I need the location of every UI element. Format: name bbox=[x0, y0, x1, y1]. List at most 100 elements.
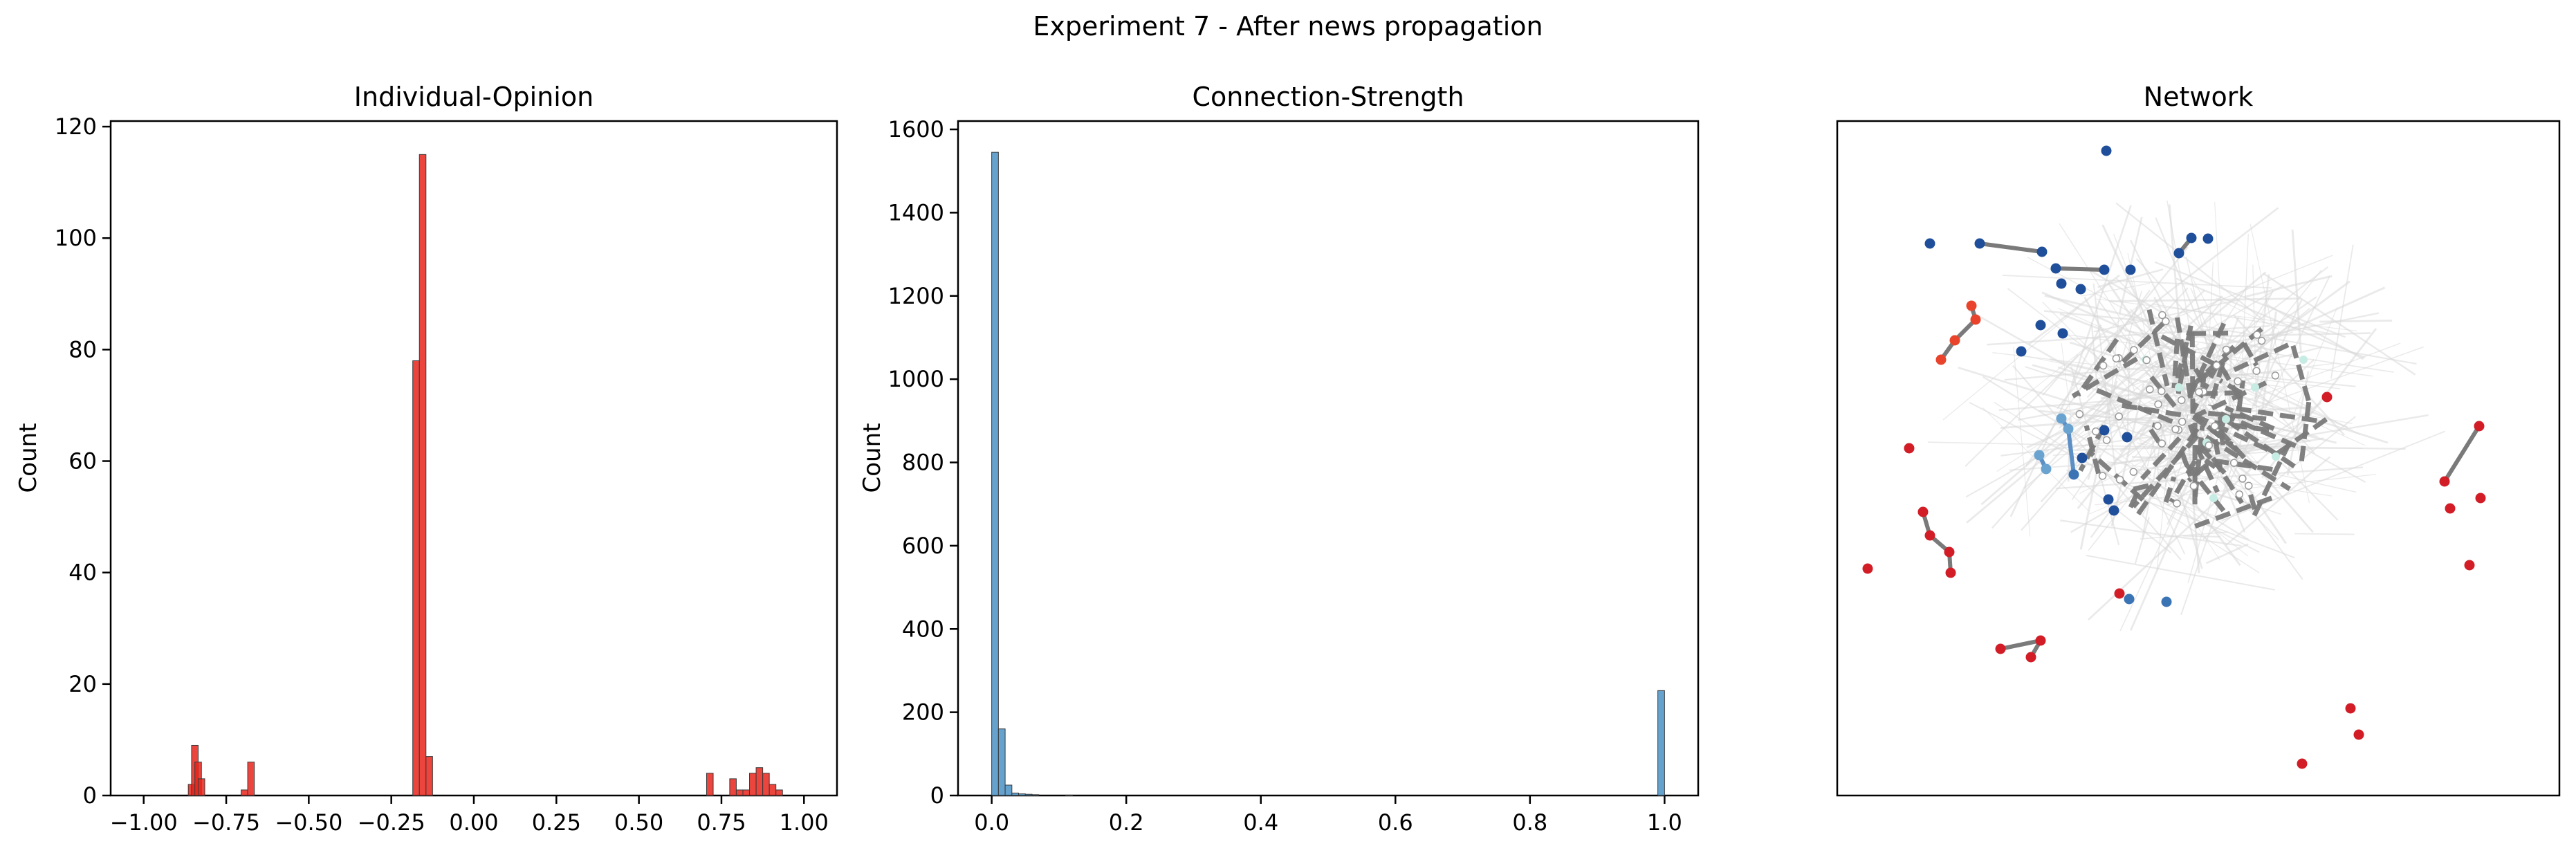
connection-x-ticks: 0.0 0.2 0.4 0.6 0.8 1.0 bbox=[974, 796, 1682, 836]
network-node-12 bbox=[2016, 346, 2027, 357]
connection-x-tick-label-5: 1.0 bbox=[1647, 809, 1682, 836]
network-faint-edge-166 bbox=[2126, 432, 2255, 494]
opinion-bar-9 bbox=[706, 773, 714, 796]
network-strong-edge-3 bbox=[2204, 458, 2217, 470]
network-strong-edge-48 bbox=[2174, 313, 2193, 399]
network-faint-edge-216 bbox=[2142, 499, 2295, 559]
opinion-x-ticks: −1.00 −0.75 −0.50 −0.25 0.00 0.25 0.50 0.75 1.00 bbox=[110, 796, 829, 836]
network-node-18 bbox=[1935, 354, 1947, 365]
opinion-bar-17 bbox=[775, 789, 783, 796]
network-strong-edge-0 bbox=[2272, 417, 2328, 458]
network-faint-edge-209 bbox=[2152, 303, 2330, 334]
network-node-34 bbox=[2439, 476, 2450, 487]
network-node-31 bbox=[2321, 392, 2333, 403]
network-node-9 bbox=[2202, 233, 2214, 244]
network-node-24 bbox=[2056, 413, 2067, 424]
network-core-node-35 bbox=[2212, 361, 2221, 369]
connection-bar-3 bbox=[1011, 792, 1020, 796]
network-node-8 bbox=[2186, 232, 2197, 243]
network-node-49 bbox=[2297, 758, 2308, 769]
connection-y-tick-label-4: 800 bbox=[902, 450, 944, 476]
network-strong-edge-41 bbox=[2184, 322, 2227, 405]
network-strong-edge-10 bbox=[2076, 338, 2119, 397]
network-nodes bbox=[1862, 145, 2486, 769]
network-strong-edge-43 bbox=[2188, 495, 2273, 531]
network-core-node-32 bbox=[2229, 459, 2238, 467]
network-core-node-20 bbox=[2130, 346, 2138, 354]
opinion-x-tick-label-3: −0.25 bbox=[358, 809, 425, 836]
network-node-46 bbox=[2025, 652, 2036, 663]
network-faint-edge-235 bbox=[2129, 463, 2205, 631]
network-faint-edge-242 bbox=[2191, 277, 2246, 376]
network-node-27 bbox=[2103, 494, 2114, 505]
network-strong-edge-18 bbox=[2087, 450, 2145, 502]
network-faint-edge-248 bbox=[1942, 306, 2079, 421]
connection-y-tick-label-5: 1000 bbox=[888, 366, 944, 392]
network-node-32 bbox=[2474, 421, 2485, 432]
network-strong-edge-49 bbox=[2131, 434, 2200, 508]
opinion-x-tick-label-7: 0.75 bbox=[697, 809, 746, 836]
network-faint-edge-7 bbox=[2134, 517, 2150, 564]
network-strong-edge-7 bbox=[2189, 332, 2196, 415]
connection-y-tick-label-6: 1200 bbox=[888, 283, 944, 309]
connection-y-tick-label-2: 400 bbox=[902, 616, 944, 642]
network-core-node-19 bbox=[2238, 475, 2247, 483]
network-core-node-14 bbox=[2112, 354, 2121, 362]
network-faint-edge-29 bbox=[2330, 244, 2354, 379]
network-node-56 bbox=[2299, 356, 2308, 364]
network-strong-edge-31 bbox=[2171, 338, 2180, 389]
network-core-node-24 bbox=[2162, 317, 2170, 326]
connection-histogram-panel: Connection-Strength Count 0.0 0.2 0.4 0.6 0.… bbox=[858, 82, 1700, 836]
network-faint-edge-230 bbox=[2294, 533, 2355, 535]
network-core-node-23 bbox=[2235, 490, 2244, 499]
network-faint-edge-200 bbox=[2131, 331, 2293, 387]
network-core-node-31 bbox=[2115, 475, 2124, 484]
network-faint-edge-83 bbox=[2079, 430, 2205, 494]
network-strong-edge-59 bbox=[2290, 344, 2311, 402]
network-faint-edge-254 bbox=[2083, 296, 2132, 384]
opinion-x-tick-label-8: 1.00 bbox=[780, 809, 829, 836]
network-cluster-edge-12 bbox=[2000, 638, 2041, 651]
network-strong-edge-66 bbox=[2083, 425, 2101, 475]
network-node-2 bbox=[1974, 238, 1985, 249]
network-strong-edge-54 bbox=[2193, 413, 2270, 452]
opinion-bar-14 bbox=[755, 767, 764, 796]
network-strong-edge-44 bbox=[2242, 342, 2259, 367]
network-node-1 bbox=[1924, 238, 1935, 249]
network-node-40 bbox=[1944, 546, 1955, 558]
connection-y-tick-label-7: 1400 bbox=[888, 199, 944, 226]
network-faint-edge-91 bbox=[2243, 275, 2333, 298]
network-strong-edge-51 bbox=[2213, 439, 2223, 468]
network-faint-edge-165 bbox=[2154, 261, 2346, 338]
network-strong-edge-22 bbox=[2126, 483, 2149, 493]
network-core-node-17 bbox=[2177, 396, 2186, 405]
network-faint-edge-21 bbox=[2202, 416, 2356, 540]
network-strong-edge-38 bbox=[2187, 462, 2209, 483]
network-faint-edge-67 bbox=[2070, 205, 2132, 385]
network-node-47 bbox=[2345, 703, 2356, 714]
opinion-y-tick-label-2: 40 bbox=[68, 560, 97, 586]
network-faint-edge-231 bbox=[2061, 342, 2074, 437]
network-faint-edge-37 bbox=[1982, 407, 2090, 512]
network-faint-edge-110 bbox=[2166, 255, 2333, 322]
network-strong-edge-39 bbox=[2226, 419, 2296, 469]
opinion-bar-7 bbox=[418, 154, 427, 796]
connection-bar-1 bbox=[997, 728, 1006, 796]
network-core-node-4 bbox=[2075, 410, 2084, 419]
network-core-node-22 bbox=[2154, 400, 2162, 409]
opinion-y-tick-label-6: 120 bbox=[55, 113, 97, 140]
network-node-44 bbox=[1995, 643, 2006, 654]
network-core-node-13 bbox=[2092, 427, 2100, 436]
network-core-node-28 bbox=[2222, 345, 2231, 354]
network-strong-edge-53 bbox=[2151, 329, 2216, 367]
network-faint-edge-76 bbox=[2247, 342, 2401, 401]
network-core-node-0 bbox=[2173, 499, 2181, 508]
network-faint-edge-147 bbox=[2081, 282, 2151, 297]
opinion-bar-15 bbox=[762, 773, 770, 796]
opinion-bar-4 bbox=[241, 789, 248, 796]
connection-bar-7 bbox=[1065, 794, 1073, 796]
network-core-node-9 bbox=[2158, 311, 2166, 320]
network-faint-edge-236 bbox=[2002, 275, 2272, 289]
network-faint-edge-89 bbox=[2145, 269, 2322, 490]
network-faint-edge-177 bbox=[2263, 273, 2416, 376]
